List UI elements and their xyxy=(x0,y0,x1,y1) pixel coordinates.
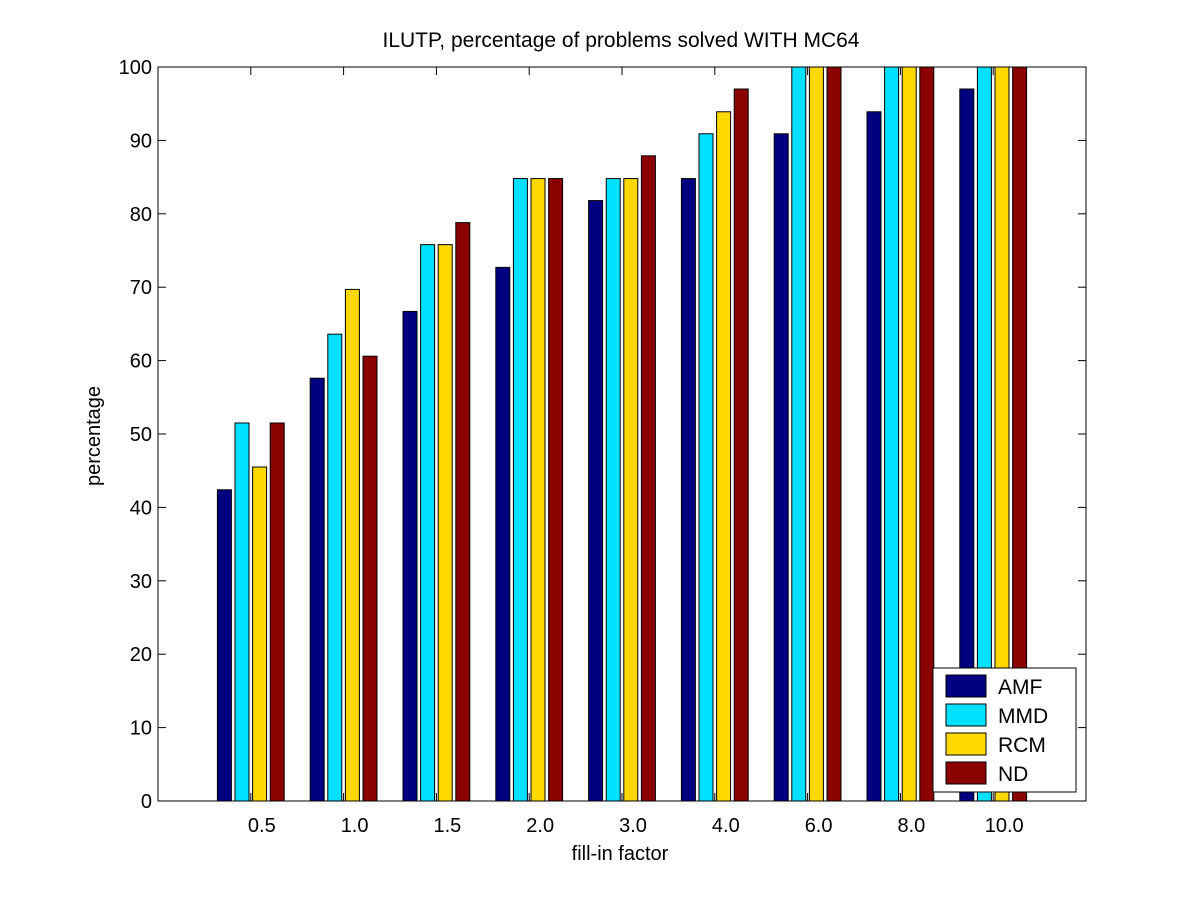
legend-swatch-amf xyxy=(945,674,987,698)
y-tick-label: 0 xyxy=(141,791,152,813)
bar-amf-4.0 xyxy=(680,178,696,802)
bar-amf-10.0 xyxy=(959,88,975,802)
bar-nd-3.0 xyxy=(640,155,656,802)
bar-nd-4.0 xyxy=(733,88,749,802)
x-axis-label: fill-in factor xyxy=(572,843,669,865)
y-tick-label: 70 xyxy=(130,277,152,299)
bar-rcm-10.0 xyxy=(994,66,1010,802)
legend-swatch-rcm xyxy=(945,732,987,756)
bar-mmd-8.0 xyxy=(884,66,900,802)
bar-mmd-0.5 xyxy=(234,422,250,802)
bar-amf-8.0 xyxy=(866,111,882,802)
y-tick-label: 80 xyxy=(130,204,152,226)
x-tick-label: 6.0 xyxy=(805,815,833,837)
x-tick-label: 8.0 xyxy=(897,815,925,837)
bar-rcm-1.5 xyxy=(437,244,453,802)
bar-mmd-10.0 xyxy=(976,66,992,802)
bar-nd-8.0 xyxy=(919,66,935,802)
bar-rcm-4.0 xyxy=(716,111,732,802)
x-tick-label: 10.0 xyxy=(985,815,1024,837)
bar-amf-6.0 xyxy=(773,133,789,802)
bar-mmd-6.0 xyxy=(791,66,807,802)
x-axis: 0.5 1.0 1.5 2.0 3.0 4.0 6.0 8.0 10.0 xyxy=(248,67,1024,837)
bar-mmd-3.0 xyxy=(605,178,621,802)
y-tick-label: 60 xyxy=(130,351,152,373)
bar-amf-0.5 xyxy=(216,489,232,802)
x-tick-label: 1.0 xyxy=(341,815,369,837)
legend-label-mmd: MMD xyxy=(998,705,1048,728)
bar-nd-1.0 xyxy=(362,355,378,802)
x-tick-label: 4.0 xyxy=(712,815,740,837)
y-axis: 0 10 20 30 40 50 60 70 80 90 100 xyxy=(119,57,1086,813)
x-tick-label: 0.5 xyxy=(248,815,276,837)
x-tick-label: 2.0 xyxy=(526,815,554,837)
y-tick-label: 40 xyxy=(130,497,152,519)
legend-label-nd: ND xyxy=(998,763,1028,786)
bar-nd-0.5 xyxy=(269,422,285,802)
y-tick-label: 100 xyxy=(119,57,152,79)
bar-rcm-1.0 xyxy=(344,288,360,802)
legend-label-amf: AMF xyxy=(998,676,1042,699)
x-tick-label: 3.0 xyxy=(619,815,647,837)
bars-group xyxy=(216,66,1028,802)
y-tick-label: 30 xyxy=(130,571,152,593)
x-tick-label: 1.5 xyxy=(433,815,461,837)
bar-rcm-6.0 xyxy=(808,66,824,802)
legend-swatch-mmd xyxy=(945,703,987,727)
bar-nd-10.0 xyxy=(1012,66,1028,802)
bar-nd-6.0 xyxy=(826,66,842,802)
bar-mmd-1.0 xyxy=(327,333,343,802)
y-tick-label: 20 xyxy=(130,644,152,666)
y-axis-label: percentage xyxy=(83,386,105,486)
bar-mmd-1.5 xyxy=(420,244,436,802)
bar-amf-1.0 xyxy=(309,377,325,802)
chart-title: ILUTP, percentage of problems solved WIT… xyxy=(383,29,860,52)
bar-rcm-2.0 xyxy=(530,178,546,802)
legend-swatch-nd xyxy=(945,761,987,785)
bar-amf-1.5 xyxy=(402,310,418,802)
legend-label-rcm: RCM xyxy=(998,734,1046,757)
bar-rcm-0.5 xyxy=(252,466,268,802)
y-tick-label: 10 xyxy=(130,718,152,740)
bar-mmd-2.0 xyxy=(512,178,528,802)
bar-mmd-4.0 xyxy=(698,133,714,802)
legend: AMF MMD RCM ND xyxy=(932,667,1077,793)
bar-amf-2.0 xyxy=(495,266,511,802)
bar-rcm-8.0 xyxy=(901,66,917,802)
bar-nd-1.5 xyxy=(455,222,471,802)
bar-rcm-3.0 xyxy=(623,178,639,802)
y-tick-label: 90 xyxy=(130,130,152,152)
y-tick-label: 50 xyxy=(130,424,152,446)
bar-amf-3.0 xyxy=(588,200,604,802)
bar-nd-2.0 xyxy=(548,178,564,802)
